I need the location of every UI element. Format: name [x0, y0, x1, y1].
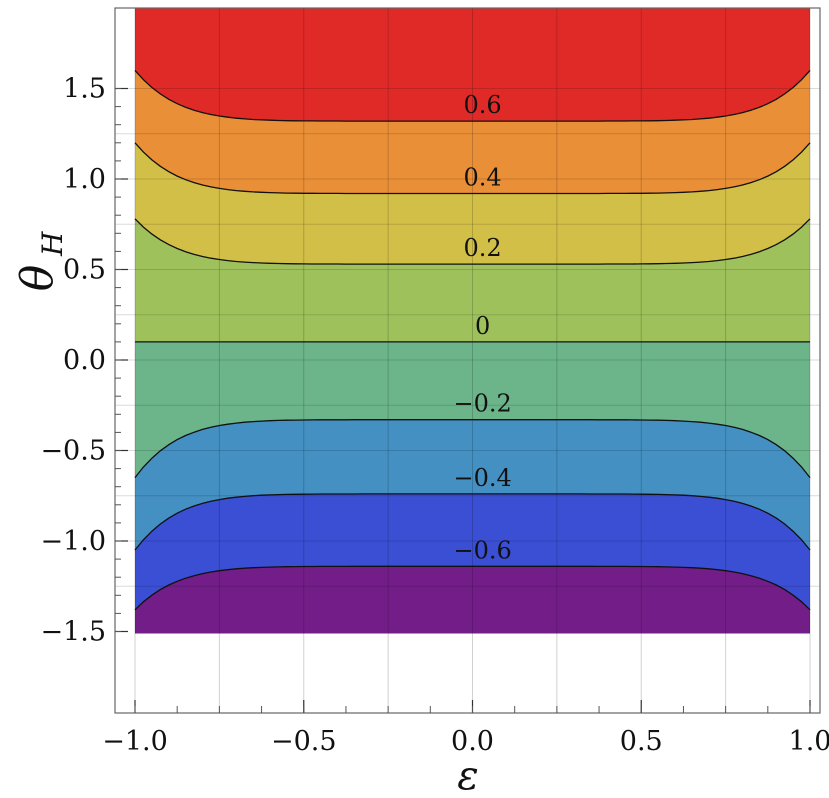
contour-line-−0.4	[134, 493, 811, 551]
contour-label: 0	[475, 312, 490, 340]
contour-line-−0.2	[134, 419, 811, 479]
y-axis-ticks: −1.5 −1.0 −0.5 0.0 0.5 1.0 1.5	[40, 74, 128, 648]
x-axis-ticks: −1.0 −0.5 0.0 0.5 1.0	[102, 700, 829, 757]
band-above-0.6	[135, 8, 810, 122]
x-tick-label: −1.0	[102, 726, 168, 757]
contour-label: −0.4	[453, 464, 511, 492]
grid-lines	[115, 8, 820, 713]
contour-line-−0.6	[134, 565, 811, 611]
y-tick-label: −1.5	[40, 617, 106, 648]
contour-line-0.6	[134, 69, 811, 122]
x-axis-title: ε	[457, 753, 478, 798]
x-tick-label: 1.0	[789, 726, 829, 757]
contour-label: −0.2	[453, 390, 511, 418]
contour-label: −0.6	[453, 536, 511, 564]
y-tick-label: 1.5	[63, 74, 106, 105]
contour-lines	[134, 69, 811, 611]
x-tick-label: 0.5	[620, 726, 663, 757]
y-tick-label: −1.0	[40, 526, 106, 557]
contour-line-0.2	[134, 218, 811, 265]
y-tick-label: 1.0	[63, 164, 106, 195]
y-tick-label: 0.0	[63, 345, 106, 376]
contour-label: 0.4	[464, 163, 502, 191]
x-tick-label: 0.0	[451, 726, 494, 757]
contour-bands	[135, 8, 810, 634]
contour-line-0.4	[134, 142, 811, 195]
y-tick-label: 0.5	[63, 255, 106, 286]
contour-label: 0.2	[464, 234, 502, 262]
y-axis-title-subscript: H	[36, 231, 69, 257]
x-tick-label: −0.5	[271, 726, 337, 757]
y-tick-label: −0.5	[40, 436, 106, 467]
contour-labels: 0.6 0.4 0.2 0 −0.2 −0.4 −0.6	[453, 91, 511, 564]
contour-label: 0.6	[464, 91, 502, 119]
y-axis-title: θ	[12, 265, 63, 292]
y-axis-title-group: θ H	[12, 231, 69, 291]
